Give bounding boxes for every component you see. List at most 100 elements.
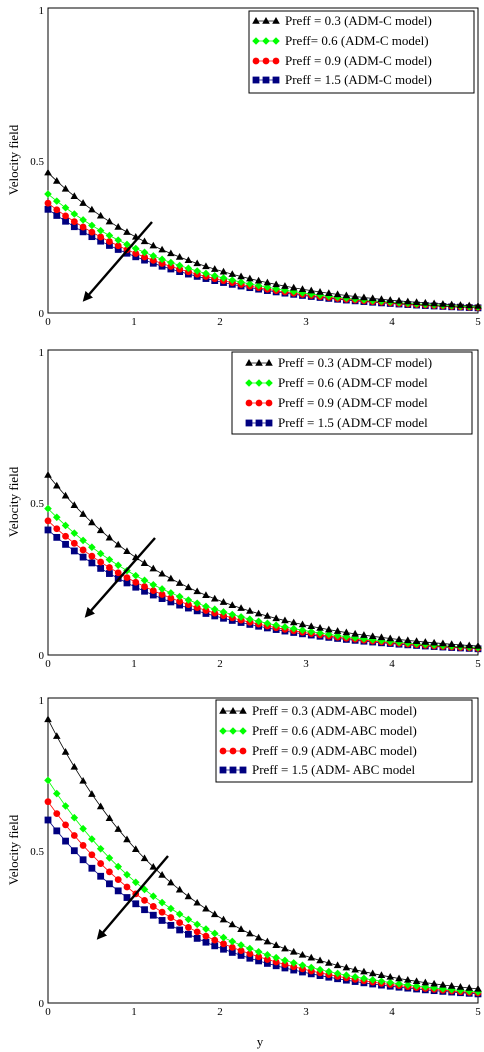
legend-label: Preff = 1.5 (ADM-CF model xyxy=(278,415,428,430)
diamond-marker xyxy=(70,529,79,537)
diamond-marker xyxy=(237,613,245,621)
triangle-marker xyxy=(465,983,474,991)
triangle-marker xyxy=(246,274,254,282)
circle-marker xyxy=(167,594,175,602)
triangle-marker xyxy=(246,929,254,937)
legend-swatch xyxy=(245,379,273,387)
square-marker xyxy=(141,906,148,914)
triangle-marker xyxy=(412,977,421,985)
square-marker xyxy=(53,212,61,219)
triangle-marker xyxy=(105,533,114,541)
diamond-marker xyxy=(88,835,96,843)
y-tick-label: 0 xyxy=(39,650,45,662)
diamond-marker xyxy=(70,210,79,218)
circle-marker xyxy=(228,943,236,951)
square-marker xyxy=(44,526,52,534)
circle-marker xyxy=(114,876,122,884)
diamond-marker xyxy=(149,580,158,589)
diamond-marker xyxy=(255,379,263,387)
circle-marker xyxy=(158,908,166,916)
square-marker xyxy=(237,952,245,959)
square-marker xyxy=(185,604,192,612)
circle-marker xyxy=(70,539,78,547)
legend-entry: Preff = 1.5 (ADM- ABC model xyxy=(219,762,415,777)
y-axis-label: Velocity field xyxy=(6,466,21,537)
circle-marker xyxy=(262,57,270,65)
triangle-marker xyxy=(430,979,438,987)
diamond-marker xyxy=(114,561,123,570)
triangle-marker xyxy=(254,276,263,284)
square-marker xyxy=(252,76,260,84)
diamond-marker xyxy=(456,986,465,995)
triangle-marker xyxy=(421,298,430,306)
diamond-marker xyxy=(210,605,219,614)
circle-marker xyxy=(79,842,87,849)
diamond-marker xyxy=(289,959,298,967)
square-marker xyxy=(167,921,175,929)
diamond-marker xyxy=(131,878,140,887)
circle-marker xyxy=(44,517,52,525)
legend-label: Preff = 0.6 (ADM-ABC model) xyxy=(252,723,417,738)
y-tick-label: 1 xyxy=(39,695,45,707)
triangle-marker xyxy=(184,256,193,264)
x-tick-label: 3 xyxy=(303,658,309,670)
triangle-marker xyxy=(403,636,412,644)
triangle-marker xyxy=(403,975,412,983)
diamond-marker xyxy=(351,634,359,642)
circle-marker xyxy=(281,961,289,968)
circle-marker xyxy=(255,953,263,961)
legend-entry: Preff = 1.5 (ADM-CF model xyxy=(245,415,428,430)
diamond-marker xyxy=(96,226,105,235)
square-marker xyxy=(176,601,184,609)
series-triangle xyxy=(44,471,482,649)
triangle-marker xyxy=(114,223,123,230)
triangle-marker xyxy=(44,168,52,176)
circle-marker xyxy=(246,950,254,958)
triangle-marker xyxy=(333,290,342,298)
series-layer xyxy=(44,168,482,312)
diamond-marker xyxy=(88,543,96,552)
triangle-marker xyxy=(252,17,260,24)
circle-marker xyxy=(219,747,227,755)
triangle-marker xyxy=(263,937,272,945)
diamond-marker xyxy=(158,255,166,264)
diamond-marker xyxy=(281,286,289,295)
diamond-marker xyxy=(316,965,324,974)
diamond-marker xyxy=(272,284,280,293)
circle-marker xyxy=(202,607,210,614)
diamond-marker xyxy=(377,977,386,986)
diamond-marker xyxy=(333,631,342,640)
circle-marker xyxy=(132,578,140,586)
legend-swatch xyxy=(219,747,247,755)
square-marker xyxy=(167,598,175,606)
triangle-marker xyxy=(123,228,131,235)
triangle-marker xyxy=(316,287,324,295)
square-marker xyxy=(239,766,247,774)
square-marker xyxy=(132,900,140,908)
square-marker xyxy=(272,76,280,84)
diamond-marker xyxy=(79,216,87,224)
circle-marker xyxy=(132,250,140,257)
triangle-marker xyxy=(210,910,219,918)
diamond-marker xyxy=(333,969,342,978)
triangle-marker xyxy=(298,620,307,628)
square-marker xyxy=(272,962,280,970)
triangle-marker xyxy=(351,629,359,637)
square-marker xyxy=(132,583,140,591)
triangle-marker xyxy=(96,802,105,810)
square-marker xyxy=(193,934,201,942)
diamond-marker xyxy=(254,281,263,290)
triangle-marker xyxy=(245,359,253,366)
square-marker xyxy=(245,419,253,427)
circle-marker xyxy=(211,936,219,944)
triangle-marker xyxy=(237,604,245,611)
series-triangle xyxy=(44,168,482,309)
legend-label: Preff = 1.5 (ADM- ABC model xyxy=(252,762,415,777)
triangle-marker xyxy=(316,956,324,964)
triangle-marker xyxy=(360,967,368,975)
triangle-marker xyxy=(333,627,342,634)
diamond-marker xyxy=(88,221,96,230)
x-tick-label: 1 xyxy=(131,658,137,670)
triangle-marker xyxy=(61,184,70,192)
legend-label: Preff = 0.9 (ADM-ABC model) xyxy=(252,743,417,758)
